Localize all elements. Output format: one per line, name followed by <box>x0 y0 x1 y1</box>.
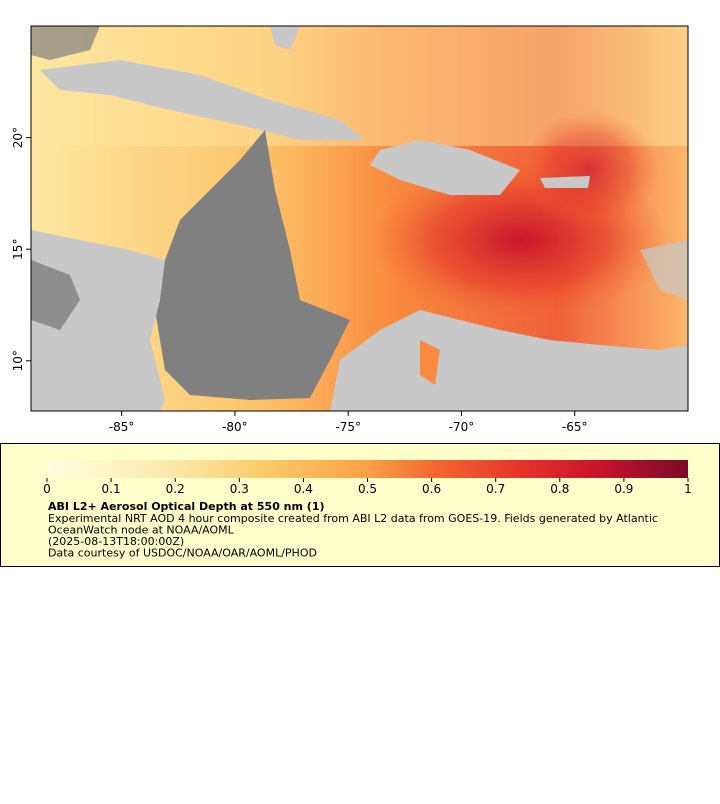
map-frame <box>30 25 689 412</box>
colorbar-tick-label: 0.2 <box>166 482 185 496</box>
y-tick-label: 15° <box>11 239 25 260</box>
colorbar-tick-label: 0 <box>43 482 51 496</box>
colorbar-tick-label: 0.6 <box>422 482 441 496</box>
colorbar-tick-label: 0.4 <box>294 482 313 496</box>
x-tick-label: -85° <box>109 420 135 434</box>
colorbar-tick-label: 0.9 <box>614 482 633 496</box>
legend-title: ABI L2+ Aerosol Optical Depth at 550 nm … <box>48 500 325 513</box>
colorbar-tick-label: 0.1 <box>102 482 121 496</box>
legend-line: Data courtesy of USDOC/NOAA/OAR/AOML/PHO… <box>48 547 317 560</box>
x-tick-label: -75° <box>335 420 361 434</box>
map-image <box>31 26 688 411</box>
x-tick-label: -70° <box>449 420 475 434</box>
legend-line: OceanWatch node at NOAA/AOML <box>48 524 235 537</box>
legend-line: Experimental NRT AOD 4 hour composite cr… <box>48 512 658 525</box>
colorbar-tick-label: 0.8 <box>550 482 569 496</box>
colorbar-tick-label: 1 <box>684 482 692 496</box>
colorbar-tick-label: 0.7 <box>486 482 505 496</box>
y-tick-label: 20° <box>11 127 25 148</box>
x-tick-label: -65° <box>562 420 588 434</box>
y-tick-label: 10° <box>11 350 25 371</box>
x-tick-label: -80° <box>222 420 248 434</box>
colorbar <box>47 460 688 478</box>
colorbar-tick-label: 0.3 <box>230 482 249 496</box>
legend-line: (2025-08-13T18:00:00Z) <box>48 535 184 548</box>
colorbar-tick-label: 0.5 <box>358 482 377 496</box>
